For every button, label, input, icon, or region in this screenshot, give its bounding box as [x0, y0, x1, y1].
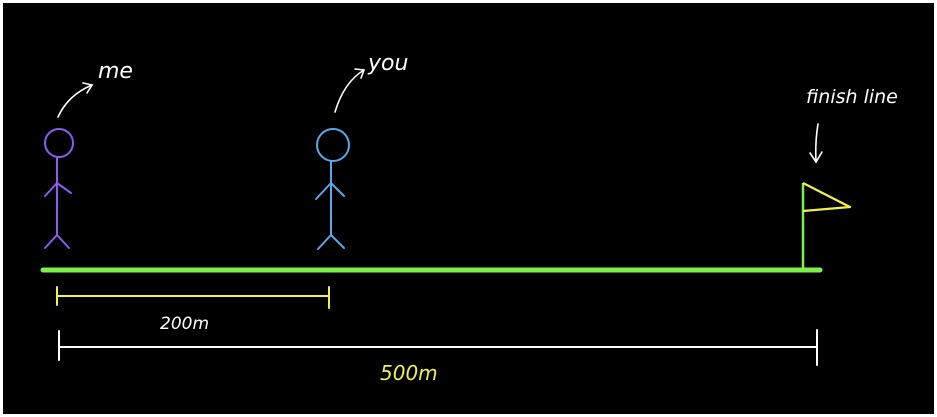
gap-distance-label: 200m: [160, 314, 209, 334]
finish-line-label: finish line: [806, 86, 898, 108]
me-leg-left: [44, 234, 58, 249]
me-arrow: [57, 82, 94, 118]
you-arm-left: [315, 182, 332, 200]
you-leg-left: [317, 234, 332, 250]
you-arrow: [334, 68, 366, 113]
you-leg-right: [330, 234, 345, 249]
me-leg-right: [56, 234, 70, 249]
you-stick-figure: [315, 128, 350, 250]
blackboard-canvas: [3, 3, 934, 414]
total-distance-marker: [58, 329, 818, 366]
me-stick-figure: [44, 128, 74, 249]
me-arm-left: [44, 182, 58, 197]
finish-flag: [801, 182, 852, 270]
you-arm-right: [330, 182, 345, 197]
gap-distance-marker: [56, 286, 330, 309]
finish-arrow: [809, 123, 823, 164]
total-distance-label: 500m: [380, 361, 438, 385]
you-head: [316, 128, 350, 162]
you-label: you: [367, 51, 408, 76]
flag-cloth: [802, 182, 852, 213]
me-label: me: [98, 59, 133, 84]
me-head: [44, 128, 74, 158]
me-arm-right: [56, 182, 72, 194]
